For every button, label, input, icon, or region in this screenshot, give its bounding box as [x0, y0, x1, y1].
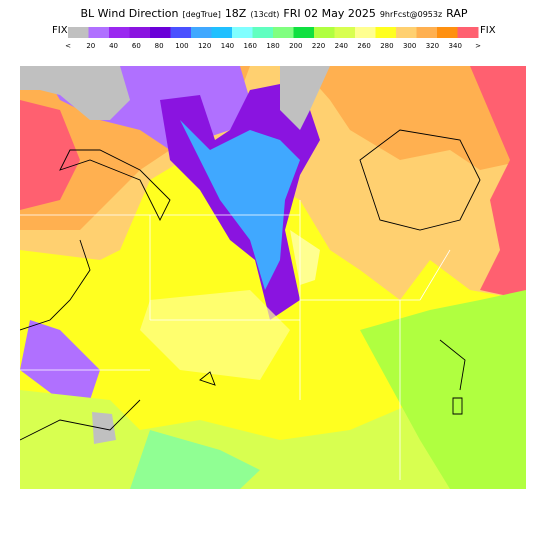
title-part: 18Z [225, 7, 247, 20]
colorbar-label: 320 [426, 42, 439, 50]
title-part: [degTrue] [183, 10, 221, 19]
colorbar-label: 300 [403, 42, 416, 50]
colorbar-swatch [355, 27, 376, 38]
title-part: FRI 02 May 2025 [283, 7, 375, 20]
colorbar-swatch [232, 27, 253, 38]
colorbar-swatch [416, 27, 438, 38]
colorbar-label: 160 [244, 42, 257, 50]
colorbar-swatch [150, 27, 171, 38]
colorbar-swatch [437, 27, 458, 38]
colorbar-label: 280 [380, 42, 393, 50]
colorbar-label: 340 [449, 42, 462, 50]
colorbar-label: 40 [109, 42, 118, 50]
colorbar-label: 100 [175, 42, 188, 50]
colorbar-label: 60 [132, 42, 141, 50]
colorbar-left-label: FIX [52, 25, 68, 36]
colorbar-label: > [475, 42, 481, 50]
colorbar-swatch [88, 27, 110, 38]
colorbar-right-label: FIX [480, 25, 496, 36]
title: BL Wind Direction [degTrue] 18Z (13cdt) FRI … [80, 7, 467, 20]
colorbar-label: 140 [221, 42, 234, 50]
colorbar-swatch [457, 27, 479, 38]
colorbar-label: 20 [86, 42, 95, 50]
colorbar-label: 240 [335, 42, 348, 50]
colorbar-label: 220 [312, 42, 325, 50]
title-part: (13cdt) [250, 10, 279, 19]
colorbar: <20 40 60 80 100 120 140 160 180 200 220 240 260 280 3… [65, 27, 481, 50]
colorbar-swatch [314, 27, 335, 38]
colorbar-label: 120 [198, 42, 211, 50]
title-part: 9hrFcst@0953z [380, 10, 442, 19]
map [20, 66, 526, 489]
colorbar-swatch [129, 27, 151, 38]
colorbar-swatch [170, 27, 192, 38]
colorbar-label: 200 [289, 42, 302, 50]
colorbar-swatch [252, 27, 274, 38]
colorbar-label: < [65, 42, 71, 50]
colorbar-label: 180 [266, 42, 279, 50]
colorbar-label: 80 [155, 42, 164, 50]
colorbar-swatch [396, 27, 417, 38]
colorbar-swatch [334, 27, 356, 38]
colorbar-swatch [191, 27, 212, 38]
title-text: BL Wind Direction [degTrue] 18Z (13cdt) FRI … [80, 7, 467, 20]
colorbar-swatch [375, 27, 397, 38]
colorbar-swatch [211, 27, 233, 38]
colorbar-swatch [109, 27, 130, 38]
title-part: BL Wind Direction [80, 7, 178, 20]
colorbar-swatch [273, 27, 294, 38]
title-part: RAP [446, 7, 468, 20]
colorbar-swatch [293, 27, 315, 38]
colorbar-swatch [68, 27, 89, 38]
colorbar-label: 260 [357, 42, 370, 50]
